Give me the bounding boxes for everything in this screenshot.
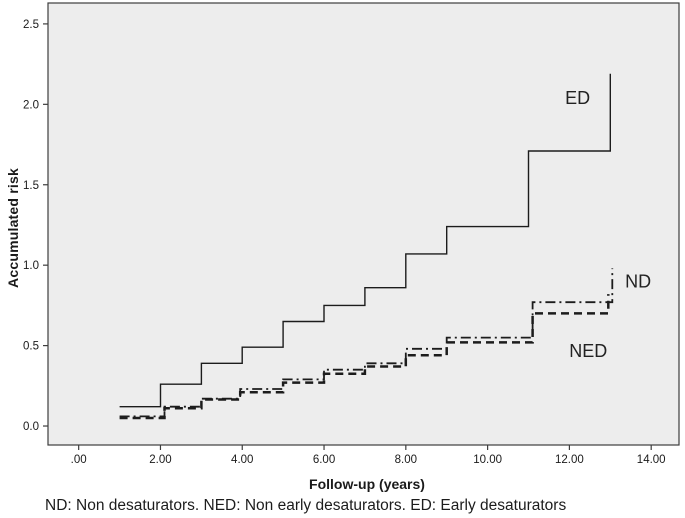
x-tick-label: 4.00 xyxy=(231,454,253,466)
y-tick-label: 1.0 xyxy=(23,260,39,272)
x-tick-label: 14.00 xyxy=(637,454,666,466)
y-axis-title: Accumulated risk xyxy=(5,168,21,288)
series-label-ND: ND xyxy=(625,271,651,291)
series-label-ED: ED xyxy=(565,88,590,108)
series-line-ED xyxy=(119,73,611,408)
figure-caption: ND: Non desaturators. NED: Non early des… xyxy=(45,497,567,514)
series-label-NED: NED xyxy=(569,341,607,361)
x-tick-label: 2.00 xyxy=(149,454,171,466)
x-tick-label: 6.00 xyxy=(313,454,335,466)
x-tick-label: .00 xyxy=(71,454,87,466)
x-tick-label: 10.00 xyxy=(473,454,502,466)
y-tick-label: 2.5 xyxy=(23,19,39,31)
plot-panel xyxy=(47,2,680,446)
x-tick-label: 12.00 xyxy=(555,454,584,466)
x-axis-title: Follow-up (years) xyxy=(309,476,425,492)
y-tick-label: 0.5 xyxy=(23,341,39,353)
x-tick-label: 8.00 xyxy=(395,454,417,466)
series-line-NED xyxy=(119,294,610,420)
y-tick-label: 0.0 xyxy=(23,421,39,433)
y-tick-label: 2.0 xyxy=(23,99,39,111)
y-tick-label: 1.5 xyxy=(23,180,39,192)
